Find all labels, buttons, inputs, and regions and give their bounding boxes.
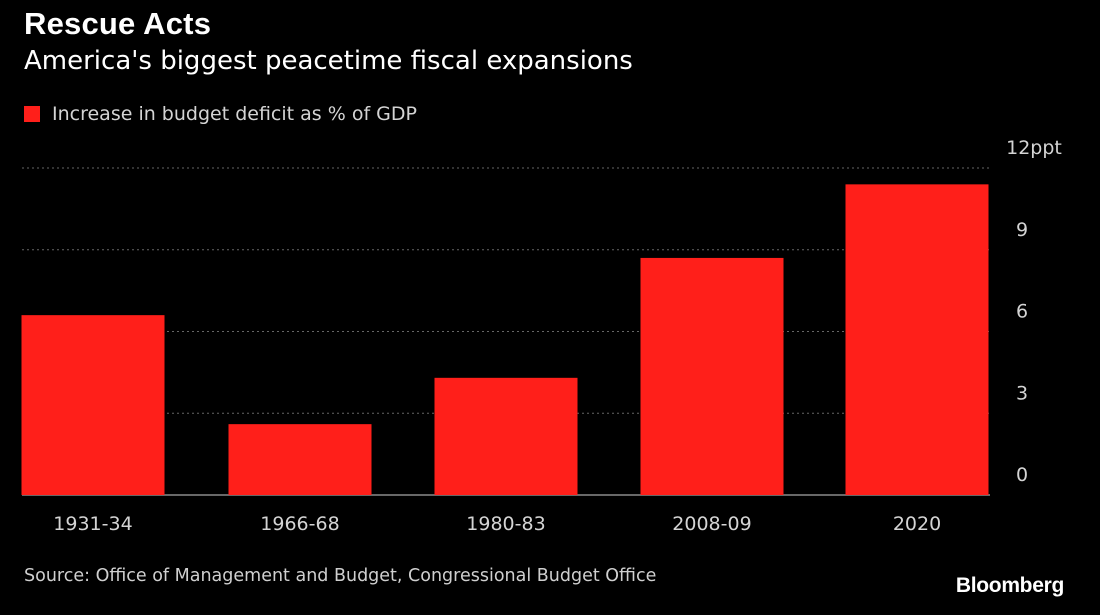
bloomberg-logo: Bloomberg (955, 574, 1064, 597)
x-tick-label: 1966-68 (260, 513, 339, 535)
y-tick-label: 6 (1016, 301, 1028, 323)
x-tick-label: 2008-09 (672, 513, 751, 535)
bar-2020 (845, 184, 989, 495)
bars (21, 184, 989, 495)
bar-1966-68 (228, 424, 372, 495)
bar-1980-83 (434, 377, 578, 495)
x-tick-label: 2020 (893, 513, 941, 535)
x-tick-label: 1980-83 (466, 513, 545, 535)
y-axis-ticks: 0 3 6 9 12ppt (1006, 137, 1062, 486)
legend-label: Increase in budget deficit as % of GDP (52, 103, 417, 125)
bar-2008-09 (640, 257, 784, 495)
source-note: Source: Office of Management and Budget,… (24, 566, 657, 586)
x-axis-labels: 1931-34 1966-68 1980-83 2008-09 2020 (53, 513, 941, 535)
y-tick-label: 3 (1016, 382, 1028, 404)
legend-swatch (24, 106, 40, 122)
x-tick-label: 1931-34 (53, 513, 132, 535)
y-tick-label: 0 (1016, 464, 1028, 486)
legend: Increase in budget deficit as % of GDP (24, 103, 417, 125)
bar-1931-34 (21, 315, 165, 495)
y-tick-label: 12ppt (1006, 137, 1062, 159)
chart-title: Rescue Acts (24, 6, 212, 41)
y-tick-label: 9 (1016, 219, 1028, 241)
chart-subtitle: America's biggest peacetime fiscal expan… (24, 46, 633, 76)
